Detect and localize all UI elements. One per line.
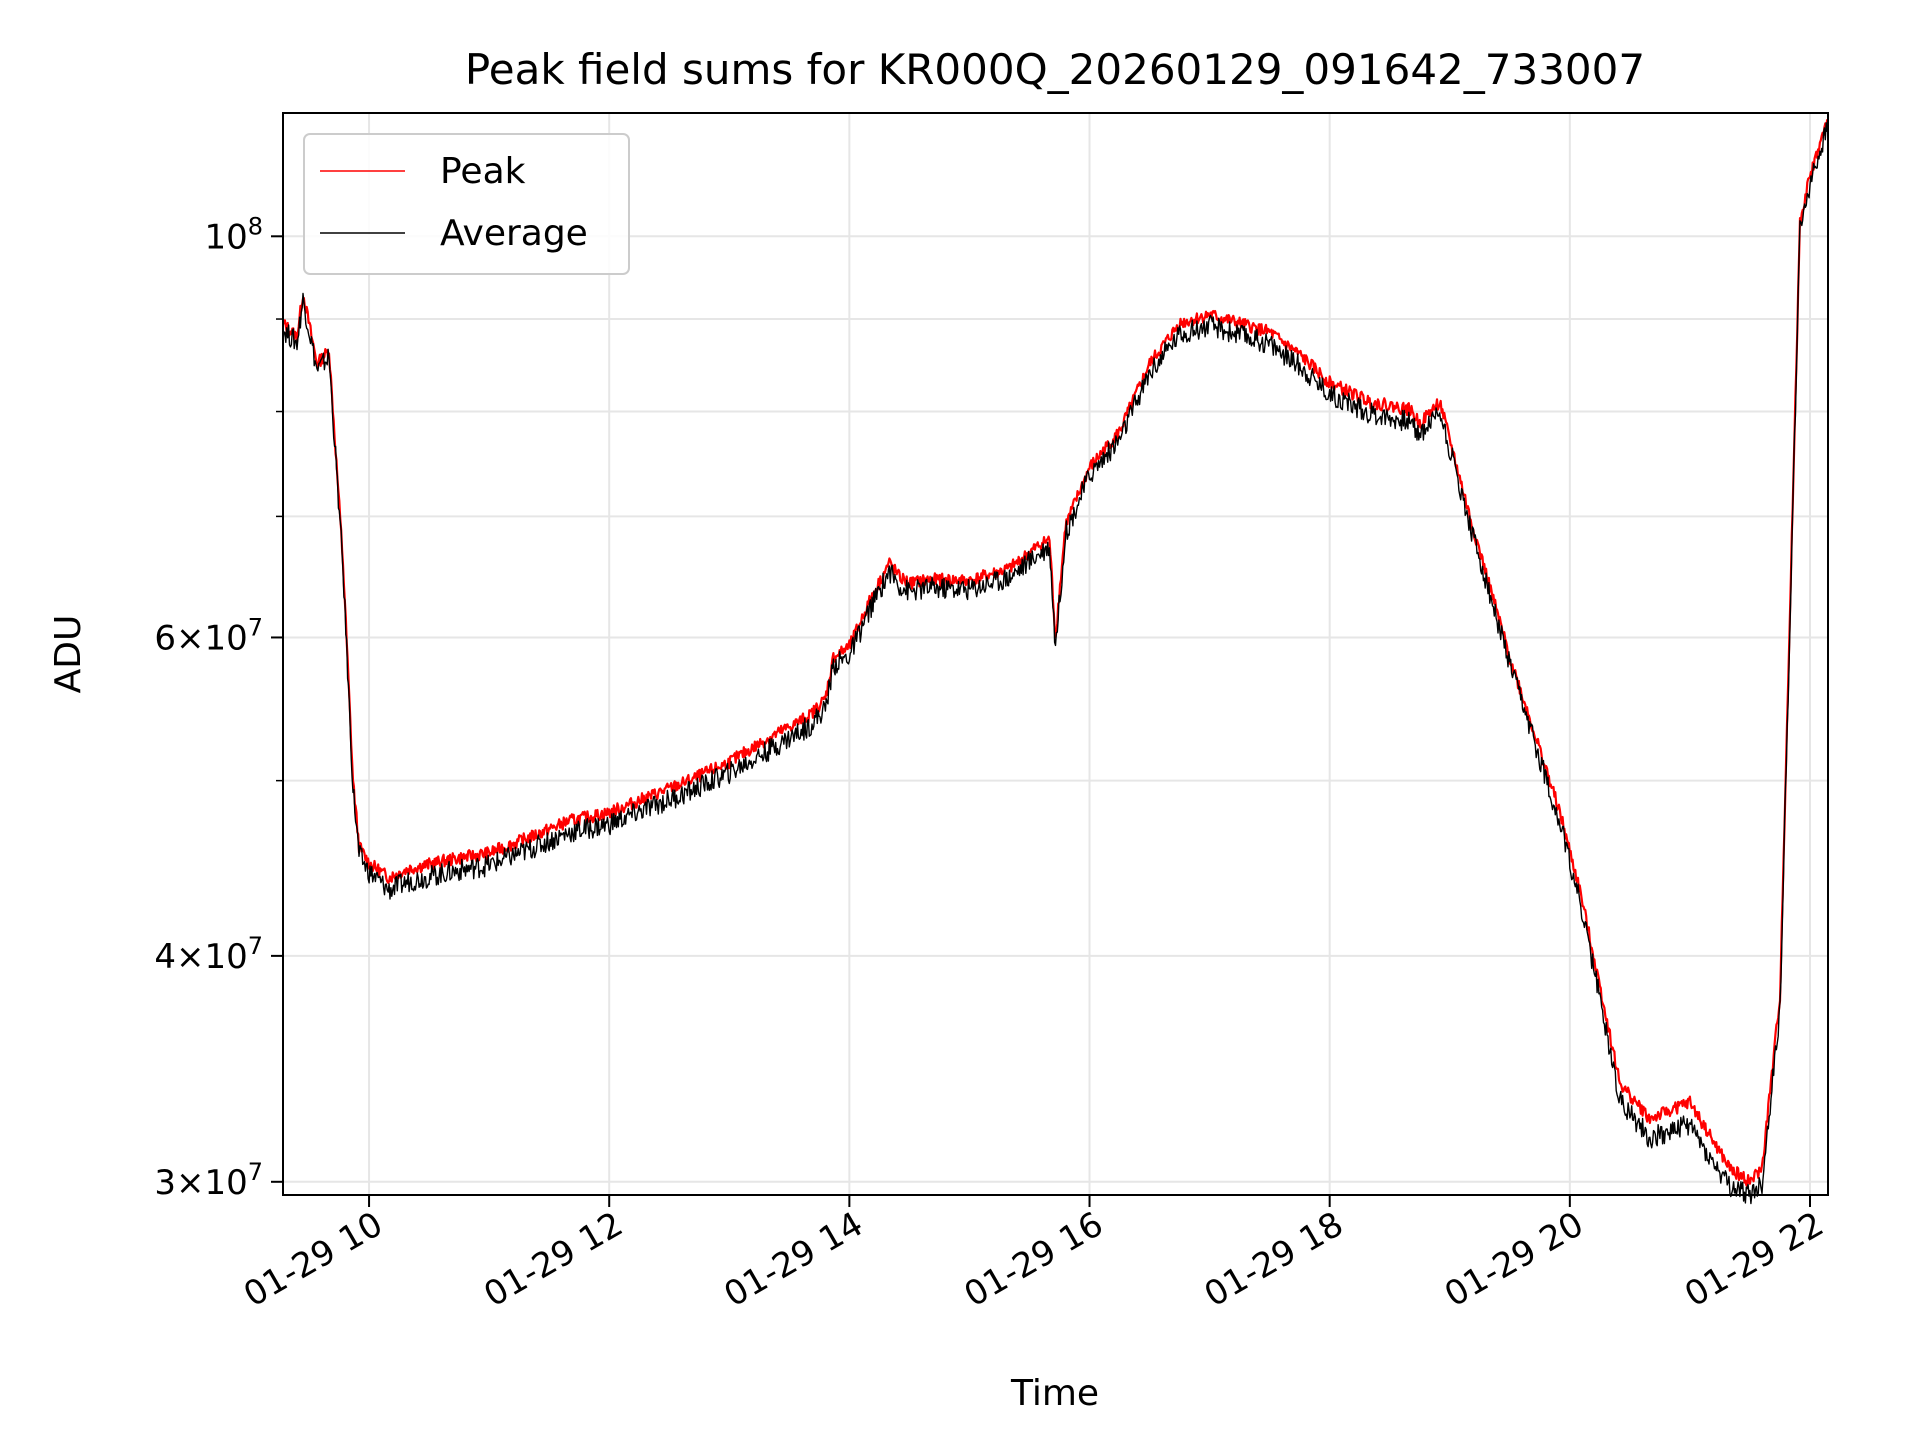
x-tick-label: 01-29 12	[477, 1204, 629, 1315]
x-tick-label: 01-29 14	[717, 1204, 869, 1315]
grid	[283, 113, 1828, 1195]
x-tick-label: 01-29 10	[237, 1204, 389, 1315]
legend-label-peak: Peak	[440, 151, 526, 192]
plot-area	[281, 118, 1829, 1205]
x-axis: 01-29 10 01-29 12 01-29 14 01-29 16 01-29 18…	[237, 1195, 1830, 1315]
legend-label-average: Average	[440, 213, 588, 254]
y-tick-label: 3×107	[154, 1158, 263, 1203]
y-axis: 3×107 4×107 6×107 108	[154, 212, 283, 1203]
series-line-peak	[281, 118, 1829, 1188]
x-tick-label: 01-29 20	[1438, 1204, 1590, 1315]
legend: Peak Average	[303, 133, 630, 275]
axes-frame	[282, 112, 1829, 1196]
x-axis-label: Time	[1010, 1373, 1099, 1414]
y-tick-label: 4×107	[154, 932, 263, 977]
y-tick-label: 108	[204, 212, 263, 257]
y-axis-label: ADU	[48, 615, 89, 694]
x-tick-label: 01-29 22	[1678, 1204, 1830, 1315]
chart-title: Peak field sums for KR000Q_20260129_0916…	[465, 45, 1645, 94]
x-tick-label: 01-29 16	[958, 1204, 1110, 1315]
x-tick-label: 01-29 18	[1198, 1204, 1350, 1315]
legend-box	[303, 133, 630, 275]
y-tick-label: 6×107	[154, 613, 263, 658]
series-line-average	[282, 122, 1829, 1205]
